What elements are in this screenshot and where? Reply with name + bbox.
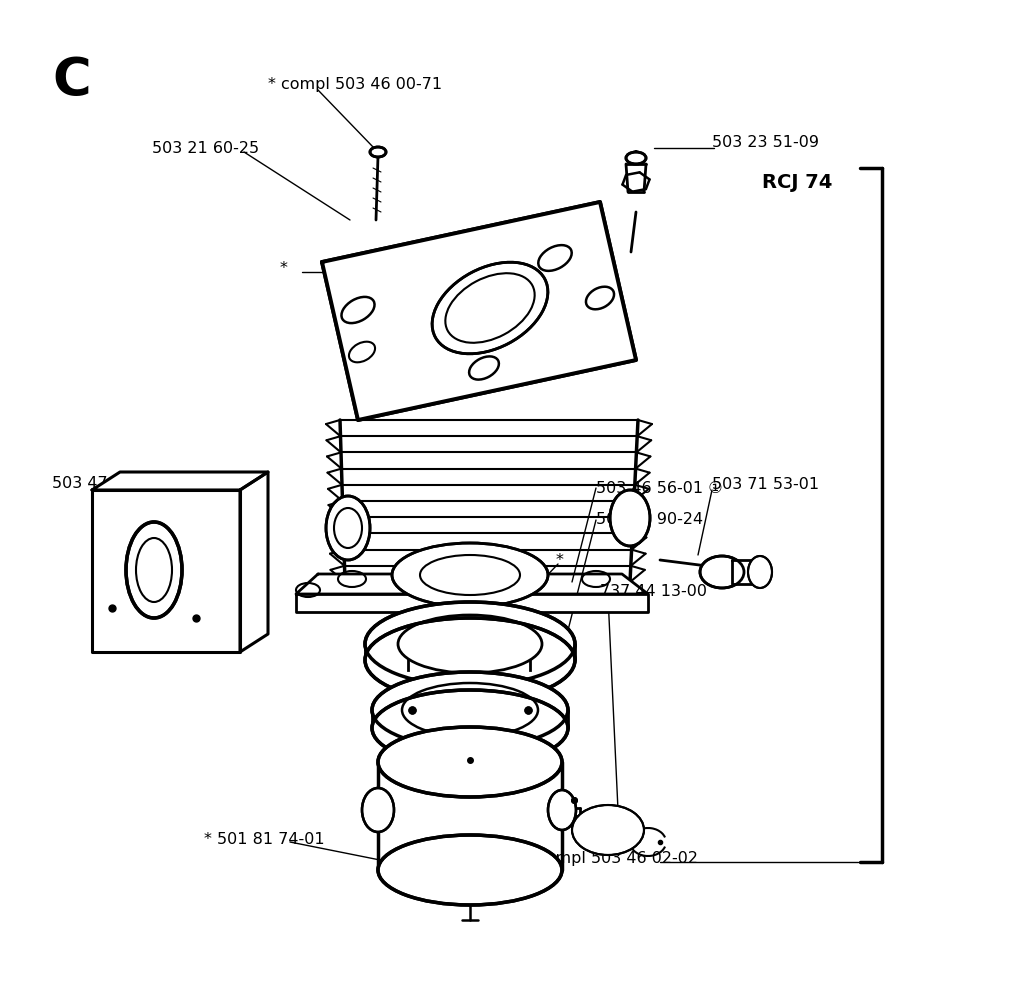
Ellipse shape bbox=[748, 556, 772, 588]
Ellipse shape bbox=[365, 602, 575, 686]
Ellipse shape bbox=[372, 672, 568, 748]
Ellipse shape bbox=[548, 790, 575, 830]
Text: 503 46 56-01 ①: 503 46 56-01 ① bbox=[596, 480, 723, 496]
Ellipse shape bbox=[572, 805, 644, 855]
Polygon shape bbox=[92, 490, 240, 652]
Polygon shape bbox=[732, 560, 752, 584]
Text: * 501 81 74-01: * 501 81 74-01 bbox=[204, 833, 325, 847]
Ellipse shape bbox=[626, 152, 646, 164]
Text: 503 21 60-25: 503 21 60-25 bbox=[152, 140, 259, 155]
Text: * compl 503 46 02-02: * compl 503 46 02-02 bbox=[524, 850, 698, 865]
Ellipse shape bbox=[370, 147, 386, 157]
Ellipse shape bbox=[372, 690, 568, 766]
Ellipse shape bbox=[365, 618, 575, 702]
Polygon shape bbox=[296, 574, 648, 594]
Polygon shape bbox=[240, 472, 268, 652]
Text: 503 28 90-24: 503 28 90-24 bbox=[596, 513, 703, 527]
Ellipse shape bbox=[700, 556, 744, 588]
Text: * compl 503 46 00-71: * compl 503 46 00-71 bbox=[268, 77, 442, 91]
Ellipse shape bbox=[378, 727, 562, 797]
Ellipse shape bbox=[362, 788, 394, 832]
Text: 737 44 13-00: 737 44 13-00 bbox=[600, 584, 707, 599]
Text: 503 71 53-01: 503 71 53-01 bbox=[712, 476, 819, 492]
Ellipse shape bbox=[432, 262, 548, 354]
Text: *: * bbox=[280, 260, 288, 276]
Polygon shape bbox=[92, 472, 268, 490]
Polygon shape bbox=[296, 594, 648, 612]
Ellipse shape bbox=[378, 835, 562, 905]
Text: 503 23 51-09: 503 23 51-09 bbox=[712, 135, 819, 149]
Text: 503 47 49-01: 503 47 49-01 bbox=[52, 475, 159, 490]
Ellipse shape bbox=[610, 490, 650, 546]
Ellipse shape bbox=[126, 522, 182, 618]
Polygon shape bbox=[322, 202, 636, 420]
Text: RCJ 74: RCJ 74 bbox=[762, 173, 833, 191]
Ellipse shape bbox=[326, 496, 370, 560]
Text: *: * bbox=[556, 553, 564, 568]
Ellipse shape bbox=[392, 543, 548, 607]
Text: C: C bbox=[52, 55, 91, 107]
